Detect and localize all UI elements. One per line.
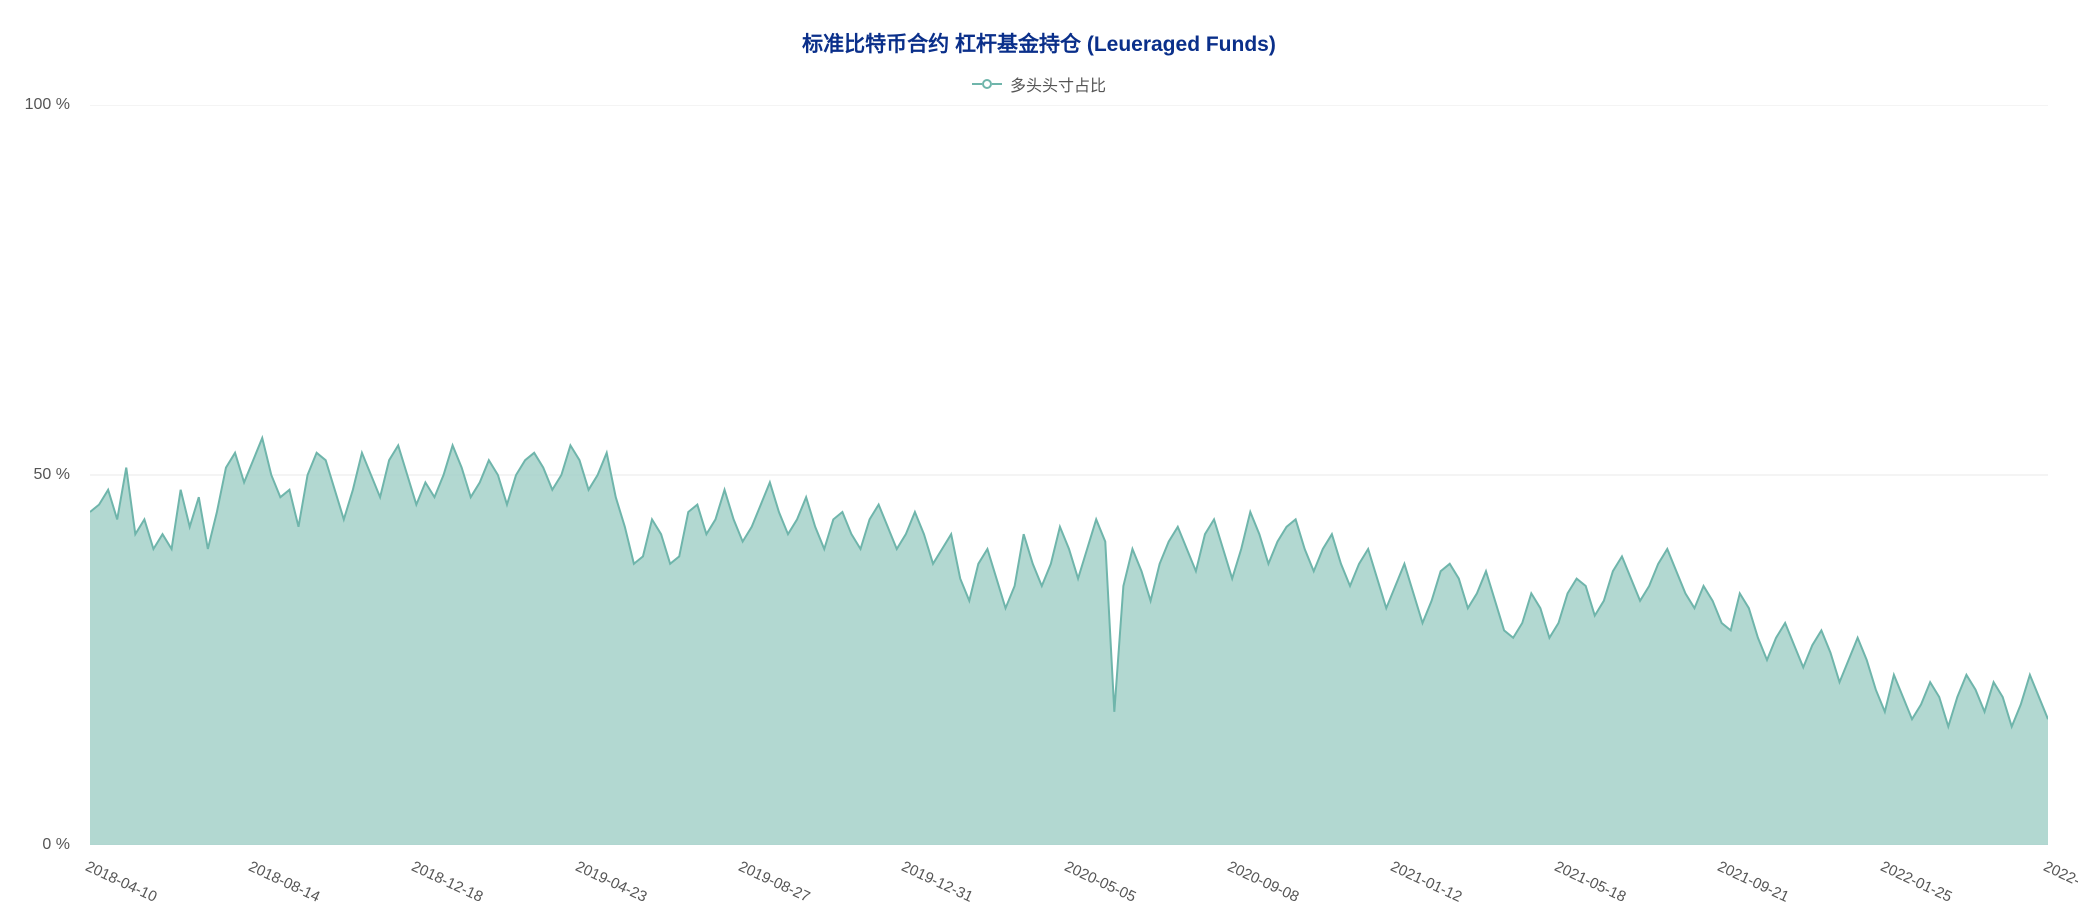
x-tick-label: 2021-05-18: [1551, 858, 1628, 906]
y-tick-label: 0 %: [42, 836, 70, 854]
x-tick-label: 2021-09-21: [1714, 858, 1791, 906]
x-tick-label: 2022-01-25: [1878, 858, 1955, 906]
legend: 多头头寸占比: [0, 72, 2078, 96]
x-tick-label: 2020-05-05: [1062, 858, 1139, 906]
x-tick-label: 2019-08-27: [735, 858, 812, 906]
legend-marker: [972, 79, 1002, 89]
chart-title: 标准比特币合约 杠杆基金持仓 (Leueraged Funds): [0, 0, 2078, 58]
legend-circle-icon: [982, 79, 992, 89]
x-tick-label: 2018-04-10: [83, 858, 160, 906]
legend-label: 多头头寸占比: [1010, 72, 1106, 96]
x-tick-label: 2021-01-12: [1388, 858, 1465, 906]
x-tick-label: 2018-08-14: [246, 858, 323, 906]
x-tick-label: 2022-06-14: [2041, 858, 2078, 906]
x-tick-label: 2019-12-31: [899, 858, 976, 906]
legend-line-right: [992, 83, 1002, 85]
chart-plot-area: [90, 105, 2048, 845]
y-tick-label: 50 %: [34, 466, 70, 484]
x-tick-label: 2018-12-18: [409, 858, 486, 906]
x-tick-label: 2020-09-08: [1225, 858, 1302, 906]
chart-svg: [90, 105, 2048, 845]
y-axis: 0 %50 %100 %: [0, 105, 80, 845]
x-axis: 2018-04-102018-08-142018-12-182019-04-23…: [90, 850, 2048, 915]
x-tick-label: 2019-04-23: [572, 858, 649, 906]
y-tick-label: 100 %: [25, 96, 70, 114]
legend-line-left: [972, 83, 982, 85]
